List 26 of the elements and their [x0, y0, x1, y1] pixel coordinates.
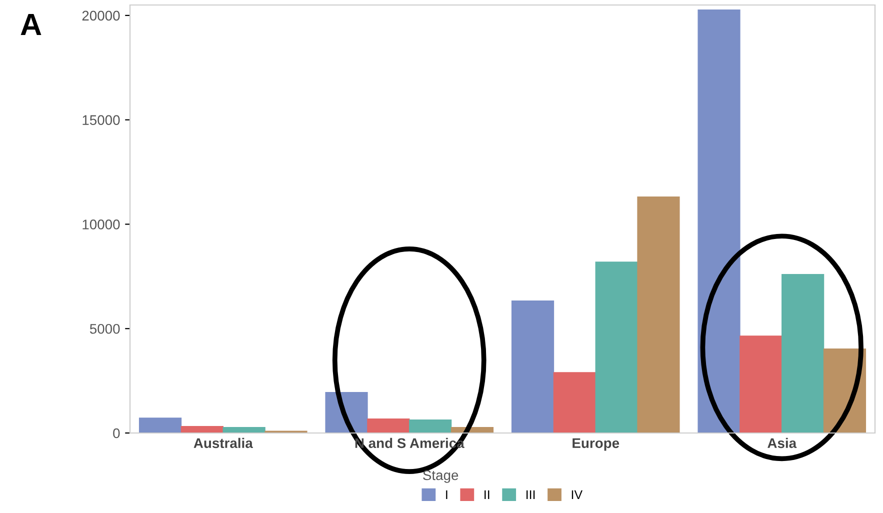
bar: [782, 274, 824, 433]
legend-label: IV: [572, 490, 583, 499]
x-tick-label: Europe: [572, 438, 620, 451]
bar: [367, 418, 410, 433]
bar: [553, 372, 596, 433]
text: A: [20, 14, 42, 35]
y-tick-label: 15000: [82, 115, 120, 125]
legend-label: I: [446, 490, 448, 499]
legend-title: Stage: [423, 470, 458, 483]
bar: [222, 427, 266, 433]
y-tick-label: 0: [113, 428, 120, 438]
bar: [180, 426, 224, 433]
bar: [595, 262, 638, 433]
y-tick-label: 10000: [82, 220, 120, 230]
x-tick-label: Australia: [194, 438, 253, 448]
bar: [409, 419, 452, 433]
x-tick-label: Asia: [768, 438, 797, 448]
bar: [637, 196, 680, 433]
bar: [511, 300, 554, 433]
legend-label: II: [484, 490, 490, 499]
y-tick-label: 5000: [90, 324, 120, 334]
y-tick-label: 20000: [82, 10, 120, 21]
bar: [138, 418, 182, 433]
bar: [698, 9, 740, 433]
legend-label: III: [526, 490, 535, 499]
bar: [740, 336, 782, 433]
